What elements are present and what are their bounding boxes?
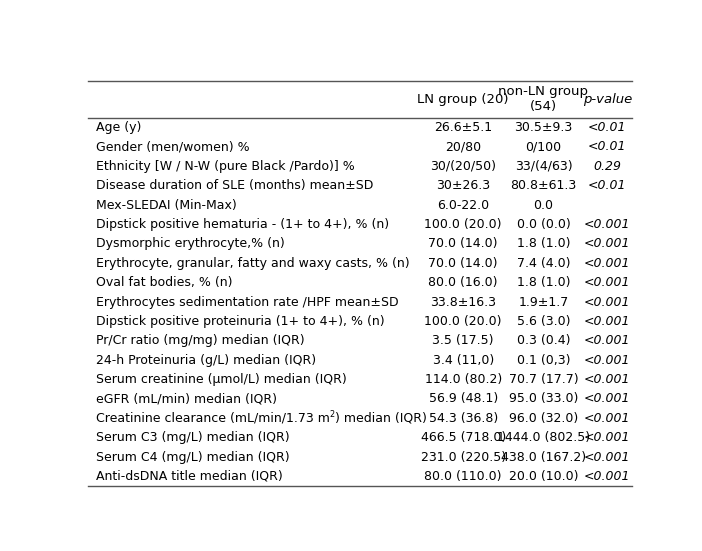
Text: <0.001: <0.001 [584, 334, 630, 347]
Text: <0.001: <0.001 [584, 392, 630, 406]
Text: <0.01: <0.01 [588, 179, 627, 192]
Text: 231.0 (220.5): 231.0 (220.5) [420, 451, 505, 463]
Text: 100.0 (20.0): 100.0 (20.0) [425, 218, 502, 231]
Text: <0.001: <0.001 [584, 276, 630, 289]
Text: 6.0-22.0: 6.0-22.0 [437, 198, 489, 212]
Text: Dipstick positive proteinuria (1+ to 4+), % (n): Dipstick positive proteinuria (1+ to 4+)… [96, 315, 385, 328]
Text: Oval fat bodies, % (n): Oval fat bodies, % (n) [96, 276, 232, 289]
Text: 1444.0 (802.5): 1444.0 (802.5) [497, 431, 590, 444]
Text: <0.001: <0.001 [584, 218, 630, 231]
Text: Serum C4 (mg/L) median (IQR): Serum C4 (mg/L) median (IQR) [96, 451, 289, 463]
Text: <0.001: <0.001 [584, 451, 630, 463]
Text: Serum C3 (mg/L) median (IQR): Serum C3 (mg/L) median (IQR) [96, 431, 289, 444]
Text: 70.7 (17.7): 70.7 (17.7) [508, 373, 578, 386]
Text: ) median (IQR): ) median (IQR) [335, 412, 427, 425]
Text: 80.0 (16.0): 80.0 (16.0) [428, 276, 498, 289]
Text: <0.001: <0.001 [584, 470, 630, 483]
Text: 0.1 (0,3): 0.1 (0,3) [517, 354, 570, 366]
Text: p-value: p-value [583, 93, 632, 106]
Text: Serum creatinine (μmol/L) median (IQR): Serum creatinine (μmol/L) median (IQR) [96, 373, 347, 386]
Text: 24-h Proteinuria (g/L) median (IQR): 24-h Proteinuria (g/L) median (IQR) [96, 354, 316, 366]
Text: Ethnicity [W / N-W (pure Black /Pardo)] %: Ethnicity [W / N-W (pure Black /Pardo)] … [96, 160, 355, 173]
Text: 438.0 (167.2): 438.0 (167.2) [501, 451, 586, 463]
Text: 0.0 (0.0): 0.0 (0.0) [517, 218, 570, 231]
Text: non-LN group
(54): non-LN group (54) [498, 85, 588, 114]
Text: Erythrocyte, granular, fatty and waxy casts, % (n): Erythrocyte, granular, fatty and waxy ca… [96, 257, 409, 270]
Text: 96.0 (32.0): 96.0 (32.0) [509, 412, 578, 425]
Text: Mex-SLEDAI (Min-Max): Mex-SLEDAI (Min-Max) [96, 198, 237, 212]
Text: 0.3 (0.4): 0.3 (0.4) [517, 334, 570, 347]
Text: 466.5 (718.0): 466.5 (718.0) [420, 431, 505, 444]
Text: 3.5 (17.5): 3.5 (17.5) [432, 334, 494, 347]
Text: <0.001: <0.001 [584, 257, 630, 270]
Text: 0.0: 0.0 [534, 198, 553, 212]
Text: 1.8 (1.0): 1.8 (1.0) [517, 276, 570, 289]
Text: <0.01: <0.01 [588, 121, 627, 134]
Text: Dysmorphic erythrocyte,% (n): Dysmorphic erythrocyte,% (n) [96, 237, 284, 250]
Text: <0.001: <0.001 [584, 237, 630, 250]
Text: eGFR (mL/min) median (IQR): eGFR (mL/min) median (IQR) [96, 392, 277, 406]
Text: Pr/Cr ratio (mg/mg) median (IQR): Pr/Cr ratio (mg/mg) median (IQR) [96, 334, 305, 347]
Text: 33/(4/63): 33/(4/63) [515, 160, 572, 173]
Text: <0.01: <0.01 [588, 141, 627, 154]
Text: <0.001: <0.001 [584, 431, 630, 444]
Text: 5.6 (3.0): 5.6 (3.0) [517, 315, 570, 328]
Text: 0/100: 0/100 [525, 141, 562, 154]
Text: 70.0 (14.0): 70.0 (14.0) [428, 237, 498, 250]
Text: 30.5±9.3: 30.5±9.3 [515, 121, 573, 134]
Text: <0.001: <0.001 [584, 412, 630, 425]
Text: Creatinine clearance (mL/min/1.73 m: Creatinine clearance (mL/min/1.73 m [96, 412, 330, 425]
Text: 0.29: 0.29 [593, 160, 621, 173]
Text: 2: 2 [330, 409, 335, 419]
Text: Disease duration of SLE (months) mean±SD: Disease duration of SLE (months) mean±SD [96, 179, 373, 192]
Text: 30±26.3: 30±26.3 [436, 179, 490, 192]
Text: 30/(20/50): 30/(20/50) [430, 160, 496, 173]
Text: 20/80: 20/80 [445, 141, 481, 154]
Text: 1.9±1.7: 1.9±1.7 [518, 295, 569, 309]
Text: 95.0 (33.0): 95.0 (33.0) [509, 392, 578, 406]
Text: 100.0 (20.0): 100.0 (20.0) [425, 315, 502, 328]
Text: Erythrocytes sedimentation rate /HPF mean±SD: Erythrocytes sedimentation rate /HPF mea… [96, 295, 399, 309]
Text: <0.001: <0.001 [584, 315, 630, 328]
Text: <0.001: <0.001 [584, 295, 630, 309]
Text: 7.4 (4.0): 7.4 (4.0) [517, 257, 570, 270]
Text: 56.9 (48.1): 56.9 (48.1) [428, 392, 498, 406]
Text: Gender (men/women) %: Gender (men/women) % [96, 141, 249, 154]
Text: 70.0 (14.0): 70.0 (14.0) [428, 257, 498, 270]
Text: Age (y): Age (y) [96, 121, 141, 134]
Text: 26.6±5.1: 26.6±5.1 [434, 121, 492, 134]
Text: 114.0 (80.2): 114.0 (80.2) [425, 373, 502, 386]
Text: Dipstick positive hematuria - (1+ to 4+), % (n): Dipstick positive hematuria - (1+ to 4+)… [96, 218, 389, 231]
Text: 80.0 (110.0): 80.0 (110.0) [425, 470, 502, 483]
Text: 33.8±16.3: 33.8±16.3 [430, 295, 496, 309]
Text: 1.8 (1.0): 1.8 (1.0) [517, 237, 570, 250]
Text: LN group (20): LN group (20) [418, 93, 509, 106]
Text: 54.3 (36.8): 54.3 (36.8) [428, 412, 498, 425]
Text: <0.001: <0.001 [584, 373, 630, 386]
Text: 80.8±61.3: 80.8±61.3 [510, 179, 576, 192]
Text: Anti-dsDNA title median (IQR): Anti-dsDNA title median (IQR) [96, 470, 283, 483]
Text: <0.001: <0.001 [584, 354, 630, 366]
Text: 3.4 (11,0): 3.4 (11,0) [432, 354, 494, 366]
Text: 20.0 (10.0): 20.0 (10.0) [509, 470, 578, 483]
